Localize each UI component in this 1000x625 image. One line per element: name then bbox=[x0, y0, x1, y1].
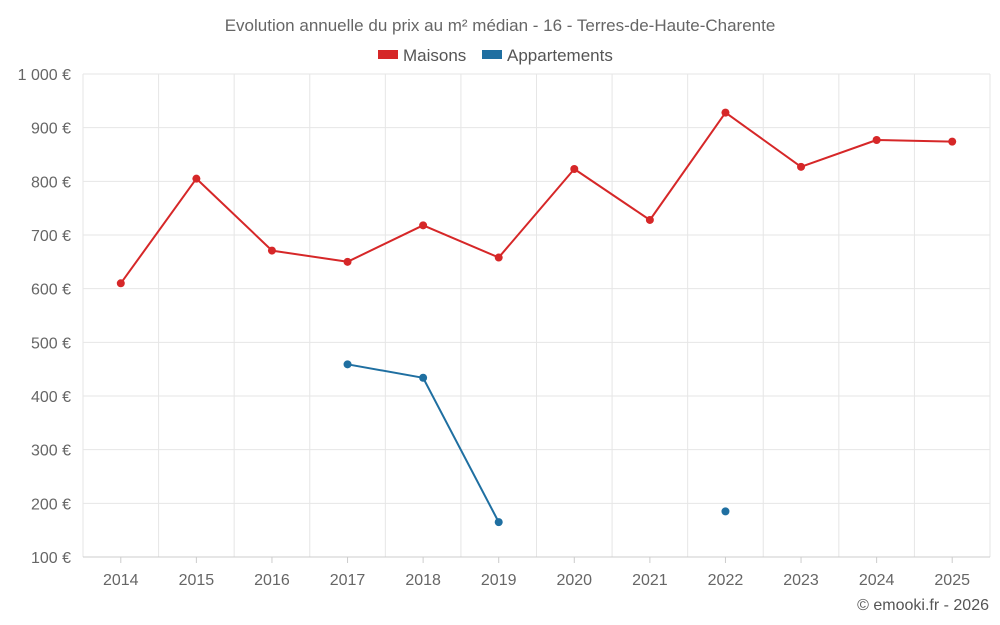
x-tick-label: 2015 bbox=[179, 572, 215, 589]
data-point-maisons-2014[interactable] bbox=[116, 279, 125, 288]
y-tick-label: 700 € bbox=[31, 228, 71, 245]
data-point-maisons-2020[interactable] bbox=[570, 164, 579, 173]
data-point-maisons-2022[interactable] bbox=[721, 108, 730, 117]
legend-swatch-appartements[interactable] bbox=[482, 50, 502, 59]
data-point-maisons-2021[interactable] bbox=[645, 215, 654, 224]
data-point-maisons-2016[interactable] bbox=[267, 246, 276, 255]
legend-swatch-maisons[interactable] bbox=[378, 50, 398, 59]
y-tick-label: 1 000 € bbox=[18, 67, 71, 84]
x-tick-label: 2025 bbox=[934, 572, 970, 589]
data-point-maisons-2025[interactable] bbox=[948, 137, 957, 146]
data-point-appartements-2019[interactable] bbox=[494, 518, 503, 527]
y-tick-label: 800 € bbox=[31, 174, 71, 191]
x-tick-label: 2017 bbox=[330, 572, 366, 589]
data-point-maisons-2015[interactable] bbox=[192, 174, 201, 183]
legend: Maisons Appartements bbox=[378, 46, 613, 65]
data-point-maisons-2018[interactable] bbox=[419, 221, 428, 230]
x-tick-label: 2018 bbox=[405, 572, 441, 589]
x-tick-label: 2019 bbox=[481, 572, 517, 589]
grid bbox=[82, 73, 991, 558]
y-tick-label: 400 € bbox=[31, 389, 71, 406]
series-line-maisons bbox=[119, 111, 953, 284]
data-point-appartements-2017[interactable] bbox=[343, 360, 352, 369]
y-tick-label: 900 € bbox=[31, 121, 71, 138]
credit-text: © emooki.fr - 2026 bbox=[857, 597, 989, 614]
y-tick-label: 200 € bbox=[31, 496, 71, 513]
y-tick-label: 300 € bbox=[31, 443, 71, 460]
series bbox=[116, 108, 957, 527]
data-point-maisons-2019[interactable] bbox=[494, 253, 503, 262]
data-point-maisons-2024[interactable] bbox=[872, 136, 881, 145]
x-tick-label: 2014 bbox=[103, 572, 139, 589]
x-tick-label: 2020 bbox=[556, 572, 592, 589]
x-tick-label: 2016 bbox=[254, 572, 290, 589]
y-tick-label: 100 € bbox=[31, 550, 71, 567]
x-tick-label: 2023 bbox=[783, 572, 819, 589]
data-point-maisons-2023[interactable] bbox=[797, 162, 806, 171]
x-tick-label: 2024 bbox=[859, 572, 895, 589]
chart-title: Evolution annuelle du prix au m² médian … bbox=[225, 16, 776, 35]
series-line-appartements bbox=[347, 363, 500, 523]
y-tick-label: 500 € bbox=[31, 335, 71, 352]
data-point-maisons-2017[interactable] bbox=[343, 257, 352, 266]
y-tick-label: 600 € bbox=[31, 282, 71, 299]
data-point-appartements-2022[interactable] bbox=[721, 507, 730, 516]
legend-label-maisons[interactable]: Maisons bbox=[403, 46, 466, 65]
data-point-appartements-2018[interactable] bbox=[419, 373, 428, 382]
x-tick-label: 2022 bbox=[708, 572, 744, 589]
legend-label-appartements[interactable]: Appartements bbox=[507, 46, 613, 65]
x-tick-label: 2021 bbox=[632, 572, 668, 589]
axes: 1 000 € 900 € 800 € 700 € 600 € 500 € 400 € 300… bbox=[18, 67, 990, 589]
